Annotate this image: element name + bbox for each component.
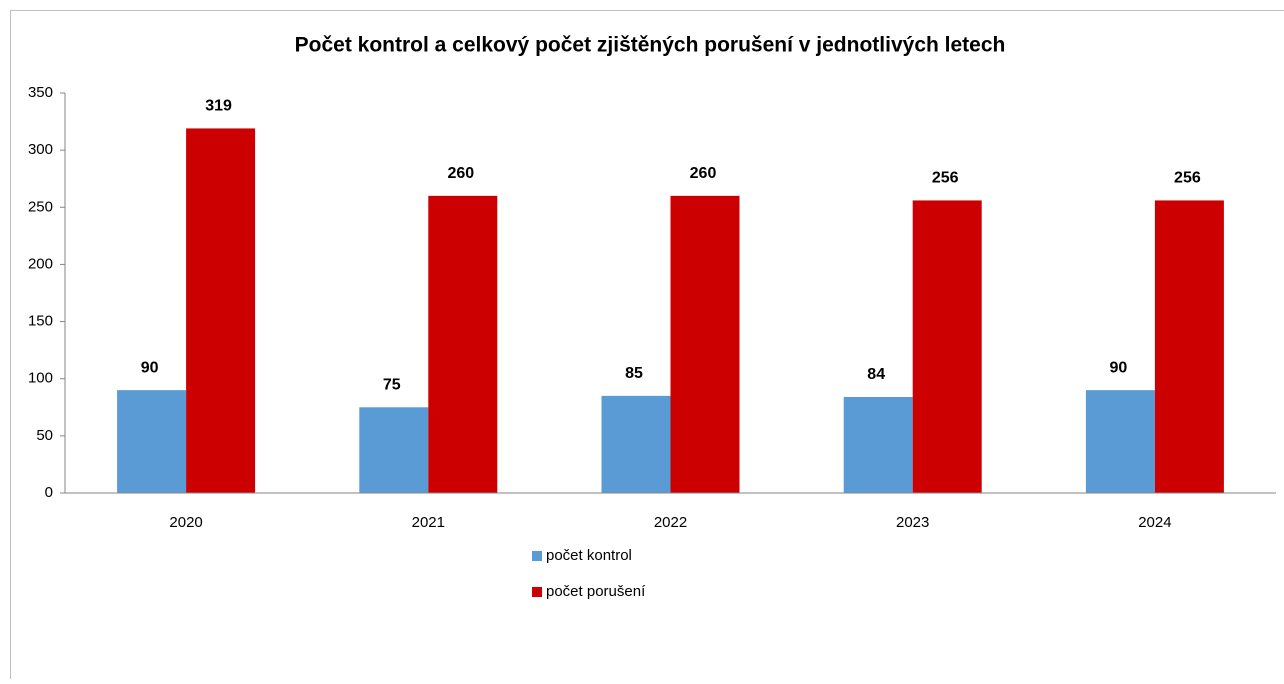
x-tick-label: 2023 bbox=[896, 514, 929, 531]
bar bbox=[117, 390, 187, 493]
bar bbox=[601, 395, 671, 493]
bar bbox=[1154, 200, 1224, 493]
data-label: 90 bbox=[141, 359, 159, 376]
bar bbox=[359, 407, 429, 493]
data-label: 260 bbox=[447, 165, 474, 182]
bar bbox=[428, 195, 498, 493]
y-tick-label: 100 bbox=[28, 370, 53, 387]
data-label: 256 bbox=[932, 170, 959, 187]
bar bbox=[186, 128, 256, 493]
bar bbox=[1085, 390, 1155, 493]
bar bbox=[912, 200, 982, 493]
bar bbox=[670, 195, 740, 493]
y-tick-label: 0 bbox=[45, 484, 53, 501]
data-label: 75 bbox=[383, 377, 401, 394]
data-label: 260 bbox=[690, 165, 717, 182]
y-tick-label: 350 bbox=[28, 84, 53, 101]
x-tick-label: 2022 bbox=[654, 514, 687, 531]
y-tick-label: 50 bbox=[36, 427, 53, 444]
x-tick-label: 2020 bbox=[169, 514, 202, 531]
x-tick-label: 2021 bbox=[412, 514, 445, 531]
y-tick-label: 200 bbox=[28, 255, 53, 272]
chart-title: Počet kontrol a celkový počet zjištěných… bbox=[295, 34, 1006, 57]
y-tick-label: 300 bbox=[28, 141, 53, 158]
data-label: 319 bbox=[205, 98, 232, 115]
data-label: 85 bbox=[625, 365, 643, 382]
data-label: 84 bbox=[867, 366, 885, 383]
legend-label: počet porušení bbox=[546, 583, 646, 600]
y-tick-label: 150 bbox=[28, 313, 53, 330]
bar bbox=[843, 397, 913, 493]
legend-swatch bbox=[532, 551, 542, 561]
data-label: 90 bbox=[1110, 359, 1128, 376]
data-label: 256 bbox=[1174, 170, 1201, 187]
legend-label: počet kontrol bbox=[546, 547, 632, 564]
y-tick-label: 250 bbox=[28, 198, 53, 215]
legend-swatch bbox=[532, 587, 542, 597]
x-tick-label: 2024 bbox=[1138, 514, 1171, 531]
